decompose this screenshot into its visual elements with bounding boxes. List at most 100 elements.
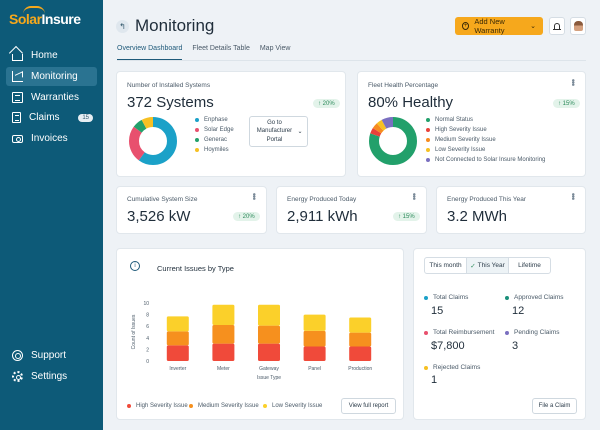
fleet-health-slice — [369, 117, 417, 165]
bar-segment[interactable] — [166, 345, 189, 361]
legend-swatch — [195, 128, 199, 132]
installed-systems-card: Number of Installed Systems 372 Systems … — [116, 71, 346, 177]
bar-segment[interactable] — [258, 325, 280, 344]
document-icon — [12, 92, 23, 103]
sidebar-item-settings[interactable]: Settings — [6, 367, 97, 386]
support-icon — [12, 350, 23, 361]
tab-overview-dashboard[interactable]: Overview Dashboard — [117, 45, 183, 60]
legend-swatch — [195, 118, 199, 122]
legend-swatch — [426, 158, 430, 162]
bar-segment[interactable] — [212, 325, 235, 344]
card-label: Cumulative System Size — [127, 196, 198, 203]
sidebar-item-label: Warranties — [31, 92, 79, 103]
avatar — [573, 21, 583, 31]
legend-item: Solar Edge — [195, 127, 234, 133]
stat-swatch — [505, 295, 509, 300]
file-a-claim-button[interactable]: File a Claim — [532, 398, 577, 414]
go-to-manufacturer-portal-button[interactable]: Go to Manufacturer Portal ⌄ — [249, 116, 308, 147]
bar-segment[interactable] — [212, 304, 235, 326]
bar-segment[interactable] — [349, 332, 372, 347]
installed-systems-slice — [129, 117, 177, 165]
y-axis-label: Count of Issues — [131, 314, 137, 349]
home-icon — [12, 54, 23, 61]
plus-icon: + — [462, 22, 470, 30]
kpi-value: 2,911 kWh — [287, 208, 358, 225]
kpi-value: 3,526 kW — [127, 208, 191, 225]
bar-segment[interactable] — [303, 314, 326, 331]
bar-segment[interactable] — [212, 343, 235, 361]
period-this-year[interactable]: ✓ This Year — [466, 258, 509, 273]
card-label: Fleet Health Percentage — [368, 82, 439, 89]
trend-badge: ↑ 20% — [313, 99, 340, 108]
profile-button[interactable] — [570, 17, 586, 35]
energy-today-card: Energy Produced Today ••• 2,911 kWh ↑ 15… — [276, 186, 427, 234]
legend-item: Medium Severity Issue — [189, 403, 259, 409]
tab-fleet-details-table[interactable]: Fleet Details Table — [192, 45, 250, 52]
kpi-value: 3.2 MWh — [447, 208, 508, 225]
notifications-button[interactable] — [549, 17, 565, 35]
more-options-icon[interactable]: ••• — [568, 192, 579, 200]
rejected-claims-value: 1 — [431, 374, 438, 386]
y-tick-label: 6 — [146, 324, 149, 330]
bar-segment[interactable] — [349, 317, 372, 333]
money-icon — [12, 134, 23, 143]
tab-bar: Overview Dashboard Fleet Details Table M… — [117, 45, 290, 60]
installed-systems-value: 372 Systems — [127, 94, 214, 111]
stat-swatch — [505, 330, 509, 335]
x-tick-label: Production — [348, 366, 372, 372]
stat-label: Total Reimbursement — [424, 329, 494, 336]
period-lifetime[interactable]: Lifetime — [518, 262, 541, 269]
total-reimbursement-value: $7,800 — [431, 340, 465, 352]
stat-swatch — [424, 365, 428, 370]
more-options-icon[interactable]: ••• — [568, 78, 579, 86]
sun-arc-icon — [23, 6, 45, 14]
sidebar: SolarInsure Home Monitoring Warranties C… — [0, 0, 103, 430]
energy-this-year-card: Energy Produced This Year ••• 3.2 MWh — [436, 186, 586, 234]
period-this-month[interactable]: This month — [429, 262, 462, 269]
chevron-down-icon: ⌄ — [530, 23, 536, 30]
stat-swatch — [424, 330, 428, 335]
legend-item: High Severity Issue — [426, 127, 487, 133]
legend-swatch — [195, 148, 199, 152]
y-tick-label: 4 — [146, 336, 149, 342]
x-axis-label: Issue Type — [257, 375, 281, 381]
more-options-icon[interactable]: ••• — [409, 192, 420, 200]
fleet-health-donut — [369, 117, 417, 165]
card-label: Energy Produced Today — [287, 196, 357, 203]
sidebar-item-label: Monitoring — [31, 71, 78, 82]
stat-swatch — [424, 295, 428, 300]
more-options-icon[interactable]: ••• — [249, 192, 260, 200]
sidebar-item-claims[interactable]: Claims 15 — [6, 108, 97, 127]
total-claims-value: 15 — [431, 305, 444, 317]
sidebar-item-support[interactable]: Support — [6, 346, 97, 365]
trend-badge: ↑ 15% — [553, 99, 580, 108]
claims-icon — [12, 112, 21, 123]
add-new-warranty-button[interactable]: + Add New Warranty ⌄ — [455, 17, 543, 35]
x-tick-label: Meter — [217, 366, 230, 372]
sidebar-item-monitoring[interactable]: Monitoring — [6, 67, 97, 86]
bar-segment[interactable] — [349, 346, 372, 362]
y-tick-label: 8 — [146, 313, 149, 319]
sidebar-item-invoices[interactable]: Invoices — [6, 129, 97, 148]
trend-badge: ↑ 15% — [393, 212, 420, 221]
view-full-report-button[interactable]: View full report — [341, 398, 396, 414]
x-tick-label: Inverter — [169, 366, 186, 372]
bar-segment[interactable] — [166, 331, 189, 346]
solarinsure-logo[interactable]: SolarInsure — [9, 6, 81, 27]
sidebar-item-warranties[interactable]: Warranties — [6, 88, 97, 107]
back-button[interactable]: ↰ — [116, 20, 129, 33]
bar-segment[interactable] — [303, 330, 326, 347]
trend-badge: ↑ 20% — [233, 212, 260, 221]
legend-item: Not Connected to Solar Insure Monitoring — [426, 157, 545, 163]
bar-segment[interactable] — [166, 316, 189, 332]
sidebar-item-home[interactable]: Home — [6, 46, 97, 65]
bar-segment[interactable] — [258, 304, 280, 326]
button-label: Go to Manufacturer Portal — [256, 120, 293, 143]
info-icon[interactable]: i — [130, 261, 140, 271]
bar-segment[interactable] — [258, 343, 280, 361]
chart-icon — [12, 71, 23, 82]
sidebar-item-label: Home — [31, 50, 58, 61]
tab-map-view[interactable]: Map View — [259, 45, 291, 52]
legend-swatch — [426, 138, 430, 142]
bar-segment[interactable] — [303, 346, 326, 362]
